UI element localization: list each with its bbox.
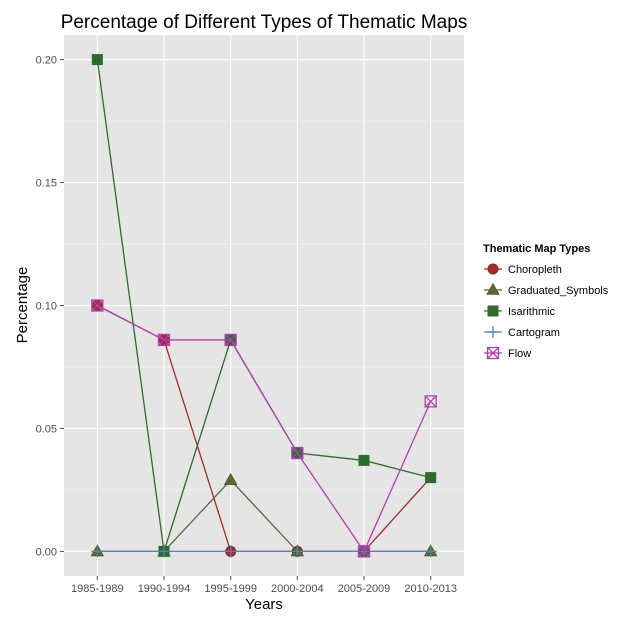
data-point-isarithmic [91,54,103,66]
data-point-graduated-symbols [223,472,238,485]
x-axis-title: Years [245,596,283,613]
x-tick-label: 2010-2013 [404,583,457,595]
legend-item-choropleth: Choropleth [484,263,562,276]
legend-label-cartogram: Cartogram [508,327,560,339]
chart-title: Percentage of Different Types of Themati… [61,12,468,33]
legend: Thematic Map Types Choropleth Graduated_S… [483,243,609,360]
data-point-flow [157,333,171,347]
legend-label-graduated-symbols: Graduated_Symbols [508,285,609,297]
y-tick-label: 0.15 [36,178,57,190]
x-axis: 1985-1989 1990-1994 1995-1999 2000-2004 2005… [71,576,457,595]
legend-title: Thematic Map Types [483,243,590,255]
legend-label-choropleth: Choropleth [508,264,562,276]
data-point-flow [224,333,237,347]
data-point-flow [91,299,104,312]
legend-label-flow: Flow [508,348,531,360]
x-tick-label: 2005-2009 [338,583,391,595]
legend-item-flow: Flow [484,346,531,360]
series-flow [91,299,437,558]
data-point-flow [357,545,371,558]
data-point-cartogram [158,545,170,558]
legend-key-choropleth [487,263,499,275]
data-point-cartogram [424,545,437,558]
legend-key-flow [486,346,500,360]
x-tick-label: 1995-1999 [204,583,257,595]
y-tick-label: 0.10 [36,301,57,313]
legend-key-cartogram [487,326,499,338]
y-tick-label: 0.20 [36,55,57,67]
legend-item-graduated-symbols: Graduated_Symbols [484,282,609,297]
y-axis: 0.00 0.05 0.10 0.15 0.20 [36,55,64,558]
data-point-isarithmic [425,472,437,484]
data-point-flow [291,446,304,460]
x-tick-label: 2000-2004 [271,583,324,595]
y-axis-title: Percentage [14,267,31,344]
data-point-cartogram [91,545,104,558]
series-line-flow [97,304,432,553]
legend-item-isarithmic: Isarithmic [484,305,556,318]
series-layer [90,54,438,558]
legend-item-cartogram: Cartogram [484,326,560,339]
x-tick-label: 1990-1994 [138,583,191,595]
data-point-cartogram [224,545,237,558]
legend-key-graduated-symbols [486,282,500,295]
y-tick-label: 0.05 [36,423,57,435]
legend-key-isarithmic [487,305,499,317]
x-tick-label: 1985-1989 [71,583,124,595]
y-tick-label: 0.00 [36,546,57,558]
data-point-flow [424,395,437,408]
data-point-cartogram [291,545,304,558]
data-point-isarithmic [358,454,370,466]
legend-label-isarithmic: Isarithmic [508,306,556,318]
